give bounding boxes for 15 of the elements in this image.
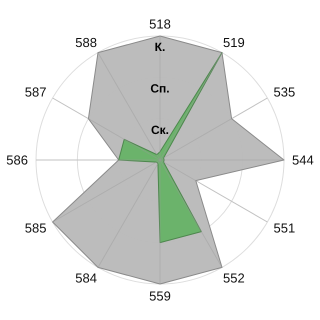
spoke-label: 518 <box>149 16 171 32</box>
spoke-label: 535 <box>274 84 296 100</box>
spoke-label: 584 <box>75 270 97 286</box>
spoke-label: 551 <box>274 220 296 236</box>
spoke-label: 552 <box>223 270 245 286</box>
spoke-label: 544 <box>292 152 314 168</box>
y-tick-label: К. <box>154 40 166 54</box>
spoke-label: 519 <box>223 34 245 50</box>
spoke-label: 586 <box>6 152 28 168</box>
y-tick-label: Ск. <box>150 122 170 137</box>
spoke-label: 559 <box>149 288 171 304</box>
spoke-label: 585 <box>24 220 46 236</box>
y-tick-label: Сп. <box>150 82 170 96</box>
spoke-label: 588 <box>75 34 97 50</box>
spoke-label: 587 <box>24 84 46 100</box>
